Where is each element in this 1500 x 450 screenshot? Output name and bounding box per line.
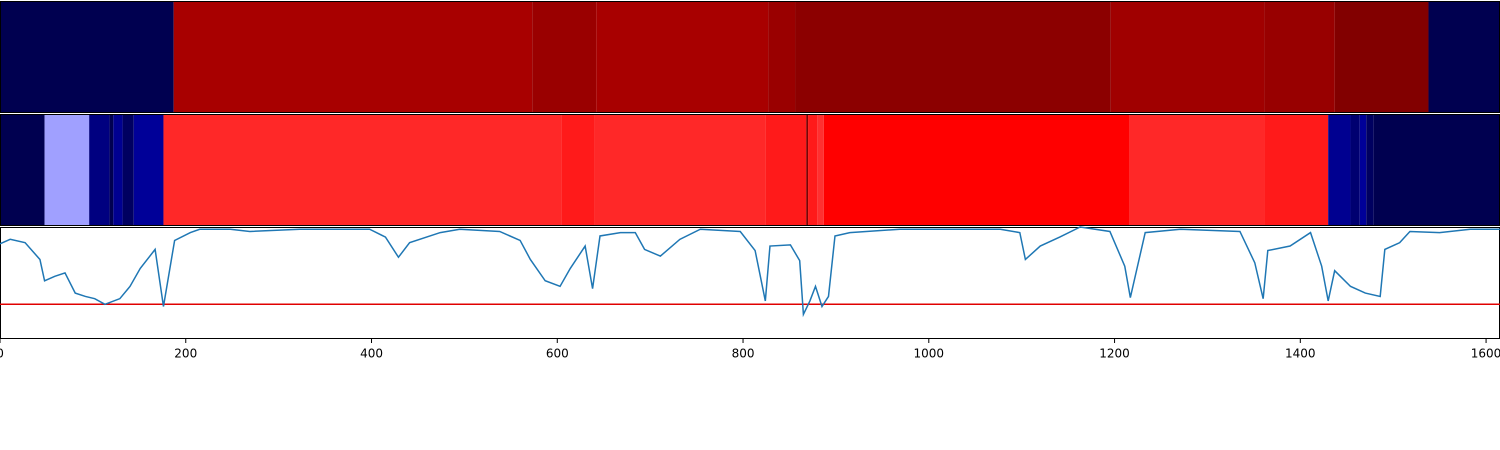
strip-segment <box>133 114 164 226</box>
strip-segment <box>0 114 45 226</box>
strip-segment <box>1428 1 1500 113</box>
strip-segment <box>1334 1 1429 113</box>
strip-segment <box>1359 114 1367 226</box>
strip-segment <box>768 1 796 113</box>
x-tick-label: 1200 <box>1099 347 1130 361</box>
strip-segment <box>823 114 1130 226</box>
strip-segment <box>806 114 809 226</box>
x-tick-label: 800 <box>732 347 755 361</box>
strip-segment <box>1264 1 1335 113</box>
strip-segment <box>113 114 123 226</box>
strip-segment <box>808 114 818 226</box>
x-tick-label: 1400 <box>1285 347 1316 361</box>
strip-segment <box>532 1 597 113</box>
strip-segment <box>1366 114 1374 226</box>
strip-segment <box>109 114 114 226</box>
strip-segment <box>765 114 807 226</box>
strip-segment <box>795 1 1111 113</box>
x-tick-label: 1000 <box>914 347 945 361</box>
strip-segment <box>817 114 824 226</box>
strip-segment <box>89 114 110 226</box>
strip-segment <box>594 114 766 226</box>
strip-segment <box>1350 114 1360 226</box>
strip-segment <box>1129 114 1265 226</box>
x-tick-label: 400 <box>360 347 383 361</box>
plot-frame <box>0 227 1500 339</box>
x-tick-label: 1600 <box>1471 347 1500 361</box>
strip-segment <box>1264 114 1329 226</box>
x-tick-label: 0 <box>0 347 4 361</box>
strip-segment <box>44 114 90 226</box>
strip-segment <box>122 114 134 226</box>
strip-segment <box>596 1 769 113</box>
strip-segment <box>561 114 595 226</box>
strip-segment <box>163 114 562 226</box>
strip-segment <box>1373 114 1500 226</box>
strip-segment <box>0 1 174 113</box>
strip-segment <box>1328 114 1351 226</box>
x-tick-label: 200 <box>174 347 197 361</box>
x-tick-label: 600 <box>546 347 569 361</box>
data-line <box>0 226 1500 318</box>
strip-segment <box>1110 1 1265 113</box>
strip-segment <box>173 1 533 113</box>
